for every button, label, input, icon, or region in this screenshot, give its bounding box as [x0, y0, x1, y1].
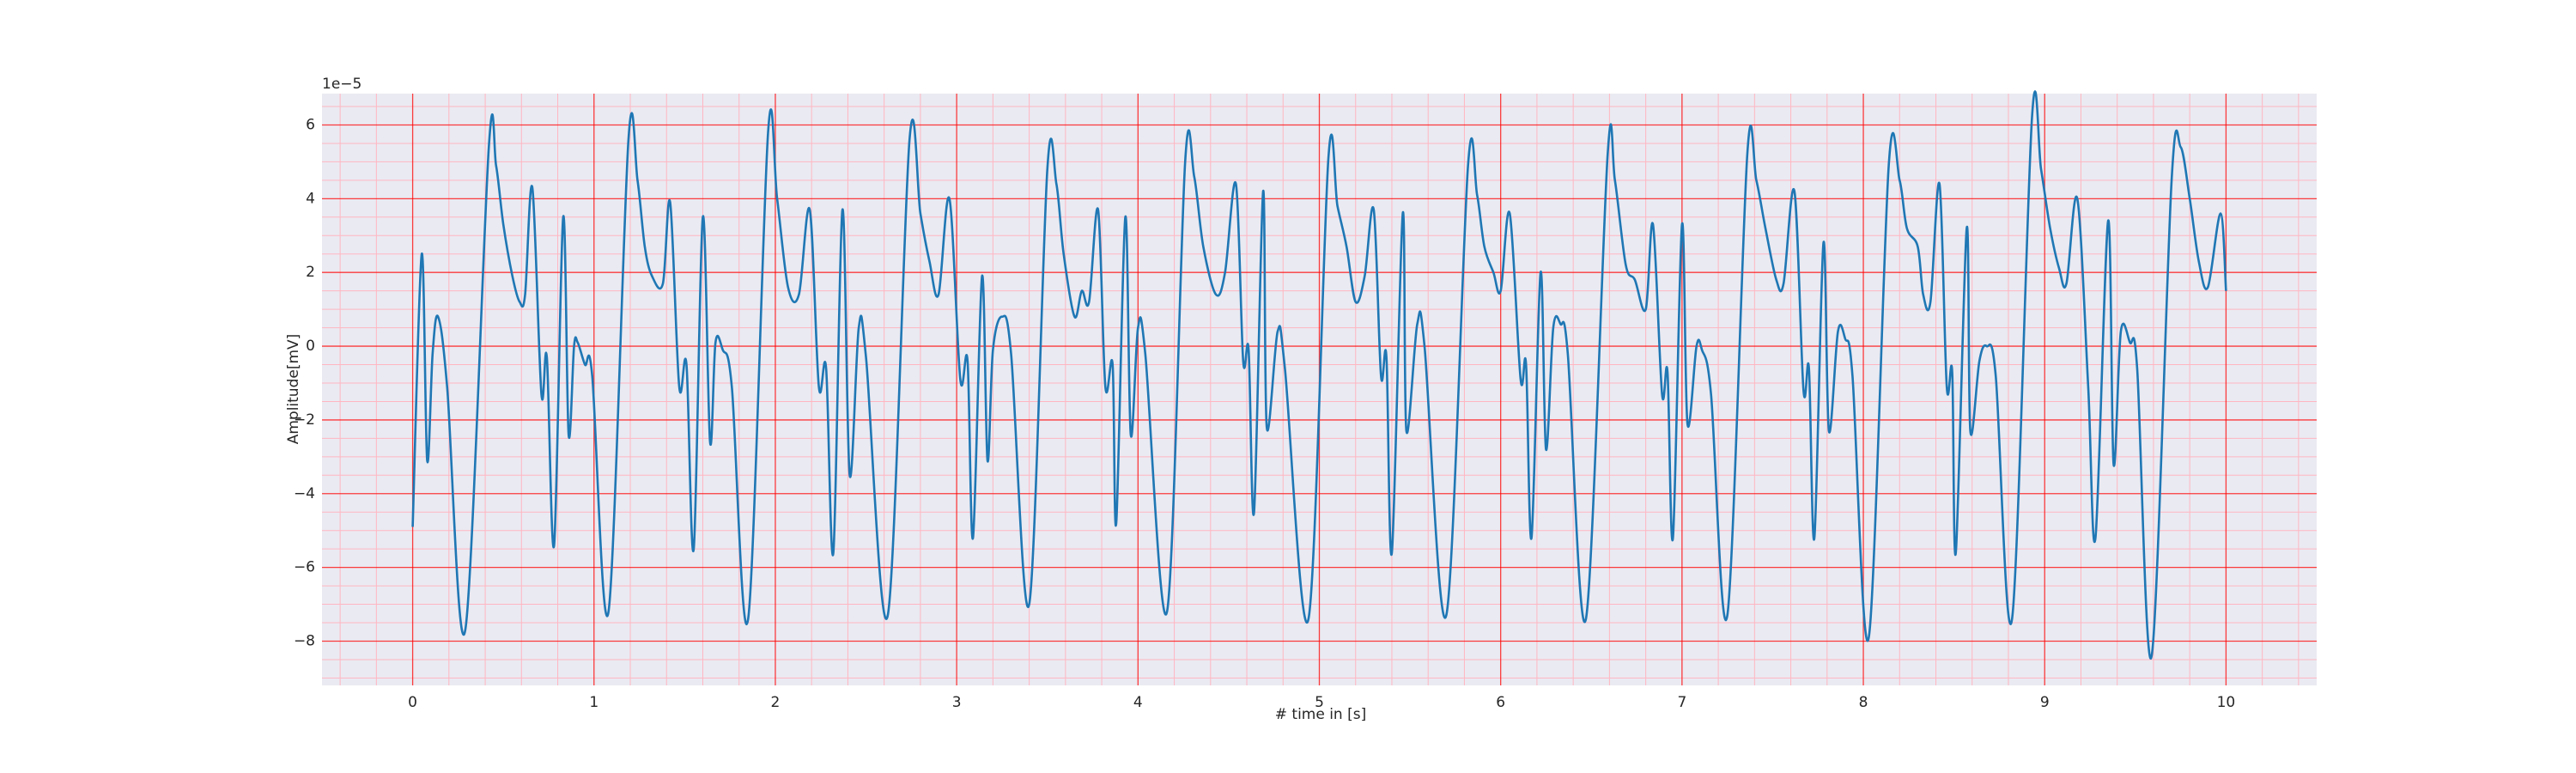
y-tick-label: −8 — [294, 632, 315, 649]
x-tick-label: 5 — [1315, 694, 1324, 711]
x-tick-label: 3 — [952, 694, 962, 711]
x-tick-label: 1 — [589, 694, 598, 711]
y-tick-label: −4 — [294, 485, 315, 502]
y-tick-label: 6 — [306, 116, 315, 133]
x-tick-label: 6 — [1496, 694, 1505, 711]
y-axis-label: Amplitude[mV] — [285, 334, 302, 445]
x-tick-label: 8 — [1859, 694, 1868, 711]
x-tick-label: 2 — [771, 694, 781, 711]
y-tick-label: −2 — [294, 411, 315, 429]
y-tick-label: 2 — [306, 264, 315, 281]
y-tick-label: −6 — [294, 559, 315, 576]
signal-line — [411, 90, 2227, 660]
x-tick-label: 9 — [2040, 694, 2050, 711]
x-axis-label: # time in [s] — [1275, 706, 1366, 723]
x-tick-label: 0 — [408, 694, 417, 711]
y-tick-label: 4 — [306, 190, 315, 207]
x-tick-label: 10 — [2217, 694, 2236, 711]
x-tick-label: 7 — [1677, 694, 1686, 711]
plot-area — [322, 90, 2317, 685]
y-tick-label: 0 — [306, 338, 315, 355]
y-offset-label: 1e−5 — [322, 76, 361, 93]
x-tick-label: 4 — [1133, 694, 1143, 711]
